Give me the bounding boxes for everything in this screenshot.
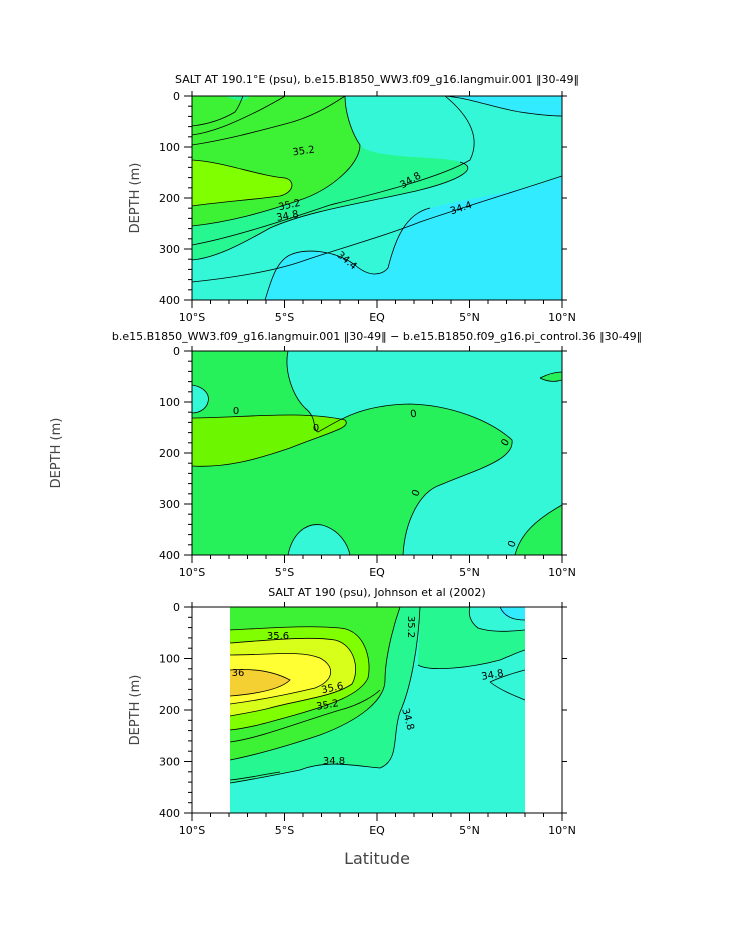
panel3-xtick-label: 10°S (179, 824, 205, 837)
panel1-clabel: 35.2 (277, 198, 301, 213)
panel3-clabel: 35.2 (316, 698, 340, 713)
panel3-clabel: 35.6 (320, 681, 344, 696)
panel1-xtick-label: EQ (369, 311, 385, 324)
panel2-band-positive-upperleft (192, 351, 288, 372)
panel1-title: SALT AT 190.1°E (psu), b.e15.B1850_WW3.f… (175, 73, 579, 86)
panel3-plot: 35.2 35.6 36 35.6 35.2 34.8 34.8 34.8 (191, 606, 563, 814)
panel1-xtick-label: 5°S (275, 311, 294, 324)
panel2-ytick-label: 100 (159, 396, 180, 409)
panel2-plot: 0 0 0 0 0 0 (191, 350, 563, 556)
panel1-clabel: 34.8 (276, 209, 300, 224)
panel2-ytick-label: 400 (159, 549, 180, 562)
panel3-title: SALT AT 190 (psu), Johnson et al (2002) (268, 586, 485, 599)
panel2-contour-labels: 0 0 0 0 0 0 (233, 406, 519, 549)
panel2-patch-right (540, 372, 562, 382)
panel1-ytick-label: 100 (159, 141, 180, 154)
panel2-patch-upperleft (192, 385, 209, 413)
panel3-ylabel: DEPTH (m) (128, 675, 143, 746)
panel2-axes: 0 100 200 300 400 10°S 5°S EQ 5°N 10°N (159, 345, 576, 579)
panel2-xtick-label: EQ (369, 566, 385, 579)
panel1-plot: 35.2 35.2 34.8 34.8 34.4 34.4 (191, 95, 563, 301)
panel3-clabel: 34.8 (323, 756, 345, 767)
panel2-clabel: 0 (313, 423, 319, 434)
panel1-axes: 0 100 200 300 400 10°S 5°S EQ 5°N 10°N (159, 90, 576, 324)
panel2-ytick-label: 0 (173, 345, 180, 358)
panel1-ytick-label: 0 (173, 90, 180, 103)
panel1-ytick-label: 200 (159, 192, 180, 205)
panel3-patch-right-low (500, 607, 525, 620)
panel3-ytick-label: 300 (159, 756, 180, 769)
panel2-clabel: 0 (499, 437, 512, 448)
panel3-xtick-label: 10°N (548, 824, 576, 837)
panel1-band-highest (192, 160, 292, 206)
panel2-xtick-label: 5°N (459, 566, 480, 579)
panel3-xtick-label: 5°N (459, 824, 480, 837)
panel1-ylabel: DEPTH (m) (128, 163, 143, 234)
panel2-ylabel: DEPTH (m) (49, 418, 64, 489)
panel1-xtick-label: 5°N (459, 311, 480, 324)
panel3-xtick-label: EQ (369, 824, 385, 837)
panel3-band-top3 (230, 669, 290, 696)
panel3-xtick-label: 5°S (275, 824, 294, 837)
panel2-ytick-label: 200 (159, 447, 180, 460)
panel3-axes: 0 100 200 300 400 10°S 5°S EQ 5°N 10°N (159, 601, 576, 837)
panel1-clabel: 35.2 (292, 145, 316, 159)
panel2-xtick-label: 10°N (548, 566, 576, 579)
panel3-ytick-label: 100 (159, 653, 180, 666)
panel1-xtick-label: 10°N (548, 311, 576, 324)
panel3-ytick-label: 0 (173, 601, 180, 614)
panel1-ytick-label: 300 (159, 243, 180, 256)
panel2-xtick-label: 10°S (179, 566, 205, 579)
panel3-clabel: 35.2 (405, 616, 416, 638)
panel3-ytick-label: 400 (159, 807, 180, 820)
panel3-patch-right-mid (490, 670, 525, 700)
panel2-title: b.e15.B1850_WW3.f09_g16.langmuir.001 ‖30… (112, 330, 642, 343)
panel2-band-strong (192, 414, 347, 467)
panel3-clabel: 35.6 (267, 631, 289, 642)
panel2-xtick-label: 5°S (275, 566, 294, 579)
panel2-band-positive (192, 351, 562, 555)
panel1-ytick-label: 400 (159, 294, 180, 307)
panel3-xlabel: Latitude (344, 849, 410, 868)
panel2-ytick-label: 300 (159, 498, 180, 511)
panel3-clabel: 36 (232, 668, 245, 679)
panel2-clabel: 0 (233, 406, 239, 417)
panel2-clabel: 0 (410, 488, 423, 498)
panel3-ytick-label: 200 (159, 704, 180, 717)
panel2-clabel: 0 (506, 539, 519, 549)
panel2-clabel: 0 (409, 409, 417, 421)
panel2-patch-bottom (288, 524, 350, 555)
panel1-xtick-label: 10°S (179, 311, 205, 324)
panel3-clabel: 34.8 (481, 668, 505, 683)
